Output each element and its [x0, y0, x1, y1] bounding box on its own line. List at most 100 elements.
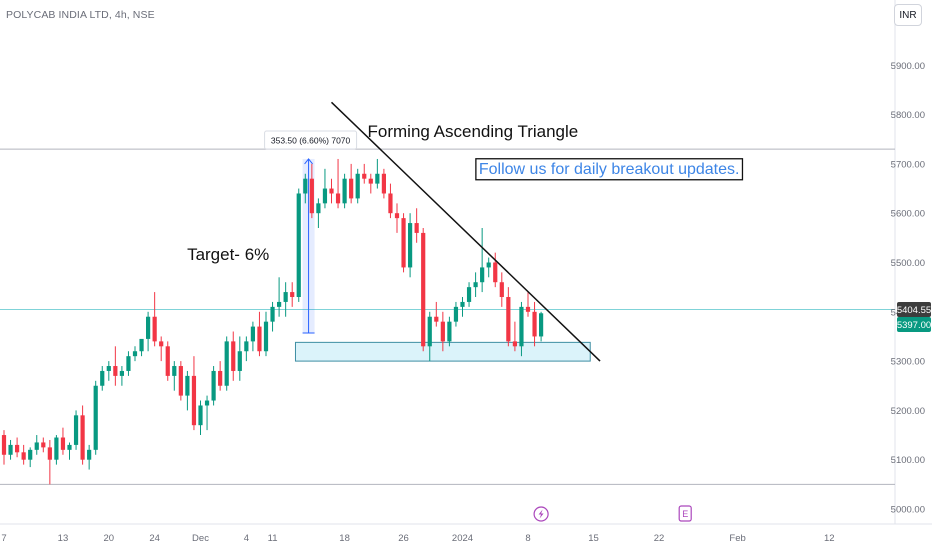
candle[interactable] [41, 437, 46, 453]
candle[interactable] [87, 444, 92, 470]
candle[interactable] [473, 272, 478, 298]
candle[interactable] [119, 366, 124, 386]
candle[interactable] [349, 163, 354, 204]
candle-body [106, 366, 111, 371]
trendline-layer [330, 101, 601, 362]
candle[interactable] [178, 361, 183, 401]
candle[interactable] [440, 311, 445, 352]
candle[interactable] [224, 336, 229, 391]
candle[interactable] [126, 351, 131, 376]
lightning-icon[interactable] [533, 506, 549, 522]
candle[interactable] [329, 178, 334, 204]
candle[interactable] [421, 227, 426, 352]
candle[interactable] [211, 366, 216, 406]
candle[interactable] [93, 380, 98, 455]
candle[interactable] [34, 435, 39, 455]
candle[interactable] [512, 321, 517, 352]
descending-trendline[interactable] [330, 101, 601, 362]
candle[interactable] [146, 311, 151, 352]
candle[interactable] [375, 158, 380, 189]
candle[interactable] [21, 444, 26, 465]
candle[interactable] [8, 439, 13, 460]
candle[interactable] [519, 301, 524, 357]
candle[interactable] [47, 439, 52, 485]
candle[interactable] [218, 361, 223, 391]
candle[interactable] [316, 198, 321, 228]
candle[interactable] [15, 437, 20, 458]
candle[interactable] [296, 188, 301, 302]
candle[interactable] [394, 203, 400, 233]
candle[interactable] [342, 173, 347, 209]
candle[interactable] [54, 435, 59, 465]
candle[interactable] [303, 173, 308, 204]
candle[interactable] [335, 158, 341, 209]
candle[interactable] [493, 252, 498, 288]
candle[interactable] [368, 173, 373, 194]
candle[interactable] [277, 277, 282, 317]
candle[interactable] [539, 311, 544, 342]
candle[interactable] [414, 208, 419, 243]
candle[interactable] [427, 311, 432, 362]
candle[interactable] [480, 227, 485, 293]
candle[interactable] [408, 213, 413, 278]
candle[interactable] [381, 168, 386, 199]
earnings-icon[interactable]: E [678, 505, 692, 522]
candle[interactable] [401, 213, 406, 273]
candle[interactable] [100, 366, 105, 391]
candle[interactable] [355, 168, 360, 204]
candle[interactable] [106, 361, 111, 381]
candle[interactable] [447, 316, 452, 347]
candles[interactable] [1, 158, 544, 485]
candle[interactable] [113, 346, 118, 386]
measure-arrow [304, 158, 313, 165]
candle[interactable] [263, 311, 269, 357]
candle[interactable] [231, 331, 236, 381]
candle[interactable] [132, 346, 138, 362]
candle[interactable] [152, 292, 157, 347]
candle[interactable] [159, 336, 164, 362]
candle[interactable] [198, 400, 203, 436]
candle[interactable] [453, 301, 459, 327]
candle[interactable] [257, 311, 262, 357]
candle[interactable] [290, 282, 295, 307]
candle[interactable] [244, 336, 249, 362]
candle[interactable] [270, 301, 275, 332]
candle-body [119, 370, 124, 376]
currency-selector[interactable]: INR [894, 4, 922, 26]
candle[interactable] [185, 370, 190, 411]
candle[interactable] [532, 301, 537, 347]
candle[interactable] [460, 297, 465, 317]
y-axis[interactable]: 5000.005100.005200.005300.005400.005500.… [891, 61, 932, 516]
candle[interactable] [67, 442, 72, 460]
candle[interactable] [165, 341, 170, 381]
x-axis[interactable]: 7 13 20 24 Dec 4 11 18 26 2024 8 15 22 Feb 12 [1, 533, 834, 544]
candle[interactable] [388, 183, 393, 219]
candle[interactable] [28, 447, 33, 468]
candle[interactable] [191, 356, 197, 431]
candle-body [480, 267, 485, 283]
candle[interactable] [434, 301, 439, 327]
candle[interactable] [283, 282, 288, 317]
events-layer[interactable]: E [533, 505, 692, 522]
candle[interactable] [506, 287, 511, 347]
candle[interactable] [1, 430, 7, 465]
x-tick-label: Dec [192, 533, 209, 544]
candle[interactable] [486, 257, 491, 278]
candle[interactable] [466, 282, 472, 307]
candle[interactable] [172, 361, 177, 391]
candle[interactable] [499, 272, 504, 307]
candle[interactable] [250, 321, 255, 352]
candle[interactable] [73, 410, 79, 450]
candle[interactable] [60, 427, 66, 455]
candle[interactable] [525, 292, 531, 317]
candle[interactable] [204, 395, 210, 431]
candle[interactable] [309, 163, 314, 219]
candle[interactable] [362, 163, 367, 184]
candle-body [1, 435, 7, 455]
candle[interactable] [80, 405, 85, 465]
candle[interactable] [139, 338, 144, 357]
candle[interactable] [237, 336, 242, 381]
symbol-title: POLYCAB INDIA LTD, 4h, NSE [6, 9, 155, 21]
candle[interactable] [322, 168, 328, 209]
